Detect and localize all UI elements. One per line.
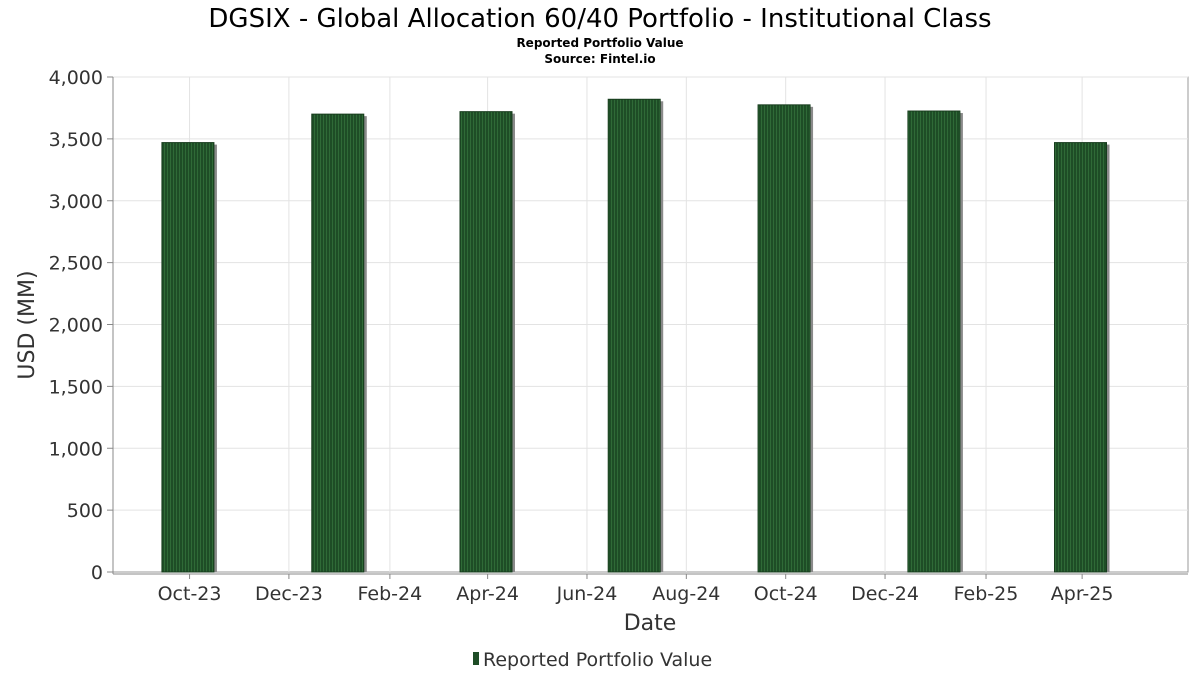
y-tick-label: 500 [67, 500, 103, 522]
y-tick-label: 0 [91, 562, 103, 584]
x-tick-labels: Oct-23 Dec-23 Feb-24 Apr-24 Jun-24 Aug-24 Oct-… [158, 574, 1114, 605]
legend-swatch [473, 652, 479, 665]
x-tick-label: Aug-24 [652, 583, 720, 605]
y-tick-label: 2,000 [49, 315, 103, 337]
legend-label: Reported Portfolio Value [483, 649, 712, 671]
bar [757, 104, 811, 573]
bars [161, 98, 1110, 573]
x-tick-label: Feb-25 [954, 583, 1019, 605]
bar [459, 111, 513, 573]
chart-title: DGSIX - Global Allocation 60/40 Portfoli… [208, 4, 991, 34]
y-tick-label: 2,500 [49, 253, 103, 275]
chart-source: Source: Fintel.io [544, 52, 655, 66]
x-tick-label: Oct-24 [754, 583, 818, 605]
x-tick-label: Apr-24 [456, 583, 519, 605]
x-tick-label: Oct-23 [158, 583, 222, 605]
y-tick-label: 3,000 [49, 191, 103, 213]
legend: Reported Portfolio Value [473, 649, 712, 671]
x-tick-label: Apr-25 [1051, 583, 1114, 605]
x-axis-label: Date [624, 611, 677, 636]
y-axis-label: USD (MM) [15, 270, 40, 379]
bar [907, 110, 961, 573]
axes [112, 77, 1188, 575]
y-tick-label: 1,000 [49, 438, 103, 460]
bar [1054, 142, 1107, 573]
x-tick-label: Dec-23 [255, 583, 323, 605]
y-tick-label: 1,500 [49, 376, 103, 398]
y-tick-labels: 0 500 1,000 1,500 2,000 2,500 3,000 3,500 4,000 [49, 67, 113, 584]
x-tick-label: Feb-24 [358, 583, 423, 605]
x-tick-label: Dec-24 [851, 583, 919, 605]
y-tick-label: 3,500 [49, 129, 103, 151]
bar [311, 113, 365, 573]
y-tick-label: 4,000 [49, 67, 103, 89]
bar [161, 142, 215, 573]
bar [607, 98, 661, 573]
x-tick-label: Jun-24 [556, 583, 618, 605]
chart-subtitle: Reported Portfolio Value [516, 36, 683, 50]
